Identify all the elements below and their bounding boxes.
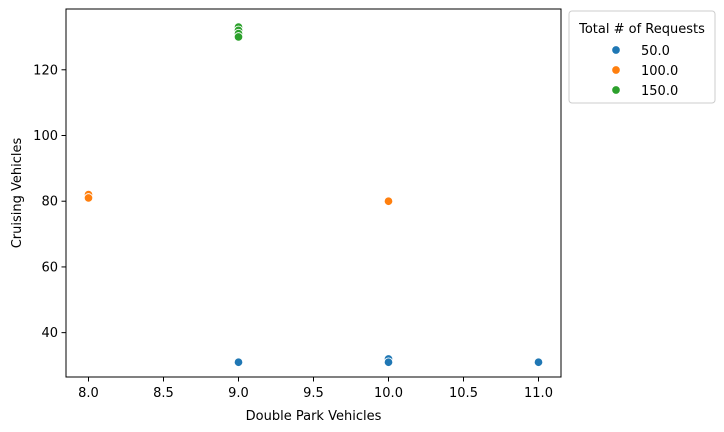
x-tick-label: 9.0: [228, 386, 249, 401]
point-series-0: [233, 357, 244, 367]
x-axis: 8.0 8.5 9.0 9.5 10.0 10.5 11.0: [78, 377, 553, 401]
legend-marker-2: [611, 85, 621, 95]
legend-label-2: 150.0: [641, 84, 678, 99]
point-series-1: [383, 196, 394, 206]
x-tick-label: 11.0: [524, 386, 553, 401]
legend-marker-1: [611, 65, 621, 75]
legend-frame: [568, 10, 716, 104]
legend-label-0: 50.0: [641, 44, 670, 59]
x-tick-label: 9.5: [303, 386, 324, 401]
y-tick-label: 100: [33, 129, 58, 144]
y-axis-label: Cruising Vehicles: [10, 138, 25, 249]
x-axis-label: Double Park Vehicles: [246, 409, 382, 424]
legend: Total # of Requests 50.0 100.0 150.0: [568, 10, 716, 104]
point-series-0: [533, 357, 544, 367]
legend-title: Total # of Requests: [578, 22, 705, 37]
y-tick-label: 40: [41, 326, 58, 341]
legend-label-1: 100.0: [641, 64, 678, 79]
x-tick-label: 8.5: [153, 386, 174, 401]
plot-frame: [65, 8, 562, 378]
y-tick-label: 60: [41, 260, 58, 275]
legend-marker-0: [611, 45, 621, 55]
legend-items: 50.0 100.0 150.0: [611, 44, 678, 99]
y-tick-label: 80: [41, 195, 58, 210]
points-layer: [83, 22, 544, 367]
y-axis: 40 60 80 100 120: [33, 63, 66, 341]
x-tick-label: 10.0: [374, 386, 403, 401]
x-tick-label: 10.5: [449, 386, 478, 401]
y-tick-label: 120: [33, 63, 58, 78]
point-series-2: [233, 32, 244, 42]
x-tick-label: 8.0: [78, 386, 99, 401]
point-series-1: [83, 193, 94, 203]
point-series-0: [383, 357, 394, 367]
